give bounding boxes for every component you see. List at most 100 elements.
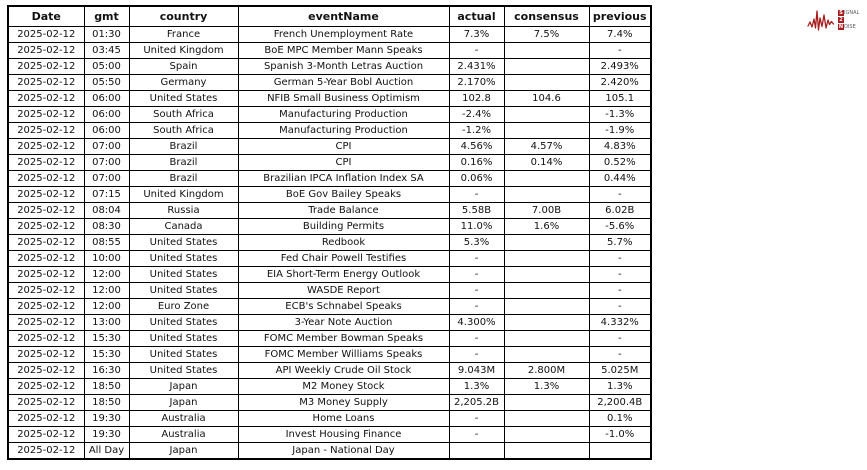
cell-date: 2025-02-12 — [7, 218, 85, 235]
cell-event-name: CPI — [237, 138, 450, 155]
cell-date: 2025-02-12 — [7, 170, 85, 187]
cell-gmt: 13:00 — [83, 314, 130, 331]
cell-gmt: 07:00 — [83, 170, 130, 187]
brand-logo: S IGNAL 2 N OISE — [807, 4, 865, 36]
cell-event-name: Home Loans — [237, 410, 450, 427]
cell-previous: - — [588, 42, 652, 59]
cell-actual: 0.16% — [448, 154, 505, 171]
cell-gmt: 18:50 — [83, 394, 130, 411]
cell-actual: 7.3% — [448, 26, 505, 43]
cell-actual: - — [448, 282, 505, 299]
cell-actual: - — [448, 298, 505, 315]
cell-consensus — [503, 394, 590, 411]
cell-date: 2025-02-12 — [7, 234, 85, 251]
cell-consensus: 0.14% — [503, 154, 590, 171]
cell-country: United States — [128, 266, 239, 283]
cell-actual: - — [448, 186, 505, 203]
cell-date: 2025-02-12 — [7, 26, 85, 43]
table-row: 2025-02-12 06:00 South Africa Manufacturing… — [7, 106, 652, 123]
cell-consensus — [503, 266, 590, 283]
cell-gmt: 01:30 — [83, 26, 130, 43]
cell-event-name: Redbook — [237, 234, 450, 251]
cell-event-name: Manufacturing Production — [237, 106, 450, 123]
cell-date: 2025-02-12 — [7, 186, 85, 203]
table-row: 2025-02-12 07:15 United Kingdom BoE Gov Bai… — [7, 186, 652, 203]
table-row: 2025-02-12 01:30 France French Unemployment… — [7, 26, 652, 43]
column-header-event-name: eventName — [237, 5, 450, 27]
cell-actual: 0.06% — [448, 170, 505, 187]
cell-consensus: 104.6 — [503, 90, 590, 107]
cell-gmt: 15:30 — [83, 330, 130, 347]
cell-gmt: 07:15 — [83, 186, 130, 203]
header-row: Date gmt country eventName actual consensus pr… — [7, 5, 652, 27]
cell-date: 2025-02-12 — [7, 138, 85, 155]
cell-date: 2025-02-12 — [7, 314, 85, 331]
cell-gmt: 06:00 — [83, 90, 130, 107]
table-row: 2025-02-12 05:50 Germany German 5-Year Bobl… — [7, 74, 652, 91]
column-header-actual: actual — [448, 5, 505, 27]
cell-previous: 2,200.4B — [588, 394, 652, 411]
cell-previous: 6.02B — [588, 202, 652, 219]
cell-country: Japan — [128, 442, 239, 460]
cell-event-name: Trade Balance — [237, 202, 450, 219]
cell-previous: 4.83% — [588, 138, 652, 155]
cell-actual: -2.4% — [448, 106, 505, 123]
cell-country: Spain — [128, 58, 239, 75]
cell-country: France — [128, 26, 239, 43]
table-row: 2025-02-12 06:00 United States NFIB Small B… — [7, 90, 652, 107]
cell-gmt: 08:30 — [83, 218, 130, 235]
cell-gmt: 18:50 — [83, 378, 130, 395]
cell-date: 2025-02-12 — [7, 282, 85, 299]
cell-date: 2025-02-12 — [7, 394, 85, 411]
table-row: 2025-02-12 12:00 United States WASDE Report… — [7, 282, 652, 299]
logo-wordmark: S IGNAL 2 N OISE — [838, 10, 859, 31]
cell-previous: 0.44% — [588, 170, 652, 187]
cell-consensus: 7.5% — [503, 26, 590, 43]
cell-country: Australia — [128, 426, 239, 443]
cell-date: 2025-02-12 — [7, 122, 85, 139]
cell-country: South Africa — [128, 122, 239, 139]
cell-event-name: Spanish 3-Month Letras Auction — [237, 58, 450, 75]
cell-event-name: FOMC Member Williams Speaks — [237, 346, 450, 363]
cell-consensus: 4.57% — [503, 138, 590, 155]
table-row: 2025-02-12 12:00 Euro Zone ECB's Schnabel S… — [7, 298, 652, 315]
table-row: 2025-02-12 13:00 United States 3-Year Note … — [7, 314, 652, 331]
cell-actual: 5.3% — [448, 234, 505, 251]
cell-country: Brazil — [128, 154, 239, 171]
cell-gmt: 08:55 — [83, 234, 130, 251]
cell-actual: - — [448, 346, 505, 363]
cell-actual: 102.8 — [448, 90, 505, 107]
column-header-date: Date — [7, 5, 85, 27]
cell-actual: - — [448, 410, 505, 427]
cell-consensus — [503, 282, 590, 299]
cell-gmt: 12:00 — [83, 266, 130, 283]
cell-gmt: 19:30 — [83, 426, 130, 443]
table-row: 2025-02-12 07:00 Brazil CPI 0.16% 0.14% 0.52% — [7, 154, 652, 171]
cell-previous: -5.6% — [588, 218, 652, 235]
cell-date: 2025-02-12 — [7, 410, 85, 427]
cell-gmt: 12:00 — [83, 282, 130, 299]
cell-country: United States — [128, 330, 239, 347]
column-header-consensus: consensus — [503, 5, 590, 27]
cell-consensus — [503, 122, 590, 139]
cell-date: 2025-02-12 — [7, 106, 85, 123]
cell-previous: 7.4% — [588, 26, 652, 43]
cell-consensus — [503, 250, 590, 267]
cell-country: South Africa — [128, 106, 239, 123]
cell-previous: - — [588, 266, 652, 283]
cell-previous: -1.3% — [588, 106, 652, 123]
cell-consensus — [503, 106, 590, 123]
cell-previous: 2.420% — [588, 74, 652, 91]
cell-event-name: M3 Money Supply — [237, 394, 450, 411]
cell-actual — [448, 442, 505, 460]
cell-actual: - — [448, 330, 505, 347]
table-row: 2025-02-12 19:30 Australia Home Loans - 0.1% — [7, 410, 652, 427]
table-row: 2025-02-12 07:00 Brazil CPI 4.56% 4.57% 4.83% — [7, 138, 652, 155]
cell-actual: 11.0% — [448, 218, 505, 235]
cell-gmt: 03:45 — [83, 42, 130, 59]
cell-consensus — [503, 426, 590, 443]
cell-event-name: Invest Housing Finance — [237, 426, 450, 443]
cell-consensus: 2.800M — [503, 362, 590, 379]
cell-date: 2025-02-12 — [7, 298, 85, 315]
cell-gmt: 05:50 — [83, 74, 130, 91]
